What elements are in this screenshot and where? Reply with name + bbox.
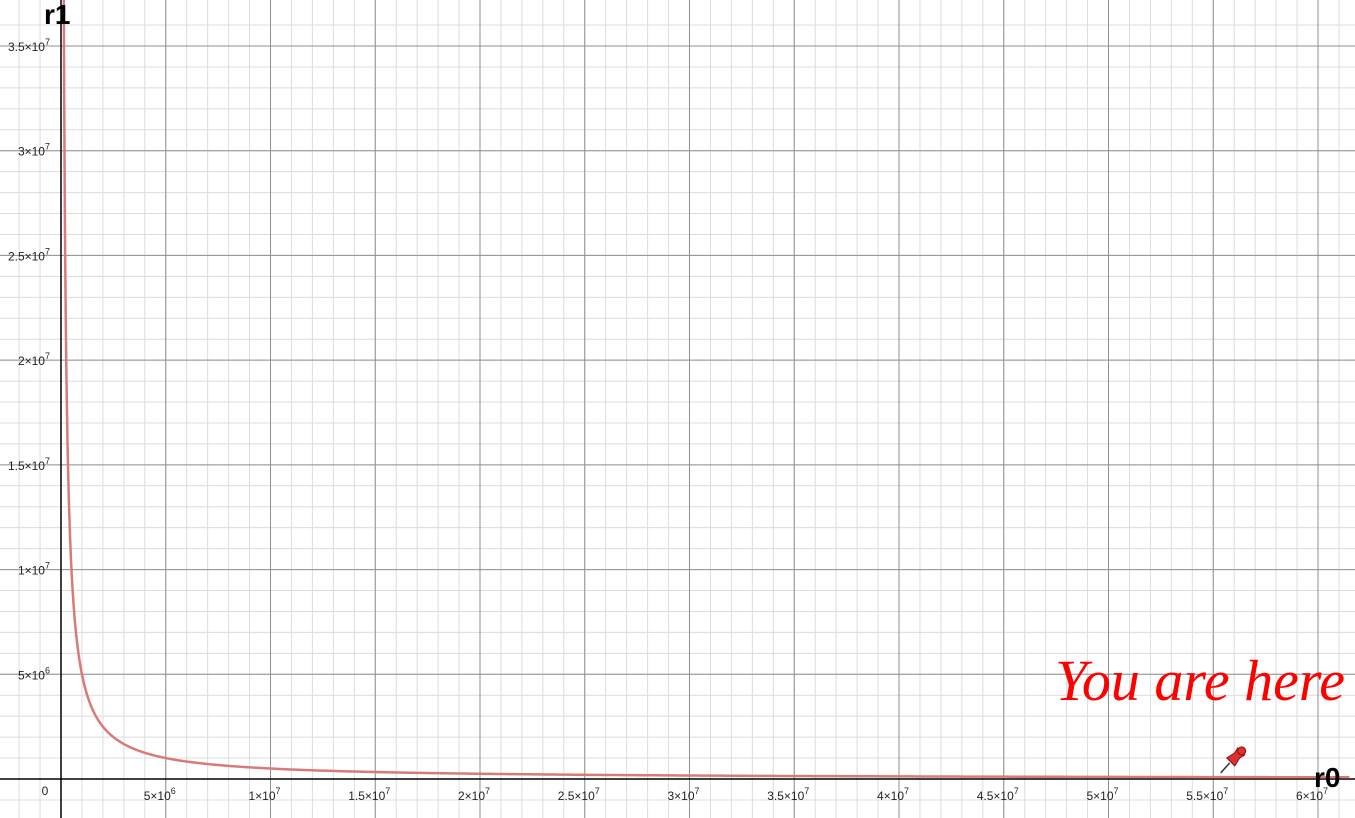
pushpin-head [1237,746,1247,756]
series-layer [62,0,1350,779]
x-axis-label: r0 [1314,762,1340,793]
x-tick-label: 5×107 [1086,786,1118,803]
y-tick-label: 2.5×107 [8,246,50,263]
x-tick-labels: 5×106 1×107 1.5×107 2×107 2.5×107 3×107 3.5×10… [144,786,1328,803]
y-tick-label: 1.5×107 [8,456,50,473]
you-are-here-annotation: You are here [1055,648,1345,713]
x-tick-label: 3.5×107 [767,786,809,803]
x-tick-label: 4×107 [877,786,909,803]
x-tick-label: 4.5×107 [977,786,1019,803]
y-tick-labels: 5×106 1×107 1.5×107 2×107 2.5×107 3×107 3.5×10… [8,37,50,682]
x-tick-label: 5×106 [144,786,176,803]
series-line-0 [62,0,1350,779]
x-tick-label: 6×107 [1296,786,1328,803]
y-tick-label: 2×107 [18,351,50,368]
x-tick-label: 1.5×107 [348,786,390,803]
x-tick-label: 2.5×107 [558,786,600,803]
y-tick-label: 1×107 [18,561,50,578]
y-tick-label: 3×107 [18,142,50,159]
y-tick-label: 5×106 [18,665,50,682]
y-tick-label: 3.5×107 [8,37,50,54]
x-tick-label: 3×107 [667,786,699,803]
pushpin-needle [1220,762,1231,774]
x-tick-label: 1×107 [248,786,280,803]
x-tick-label: 2×107 [458,786,490,803]
pushpin-icon [1220,746,1247,774]
y-axis-label: r1 [44,0,70,30]
origin-label: 0 [42,784,49,798]
x-tick-label: 5.5×107 [1186,786,1228,803]
